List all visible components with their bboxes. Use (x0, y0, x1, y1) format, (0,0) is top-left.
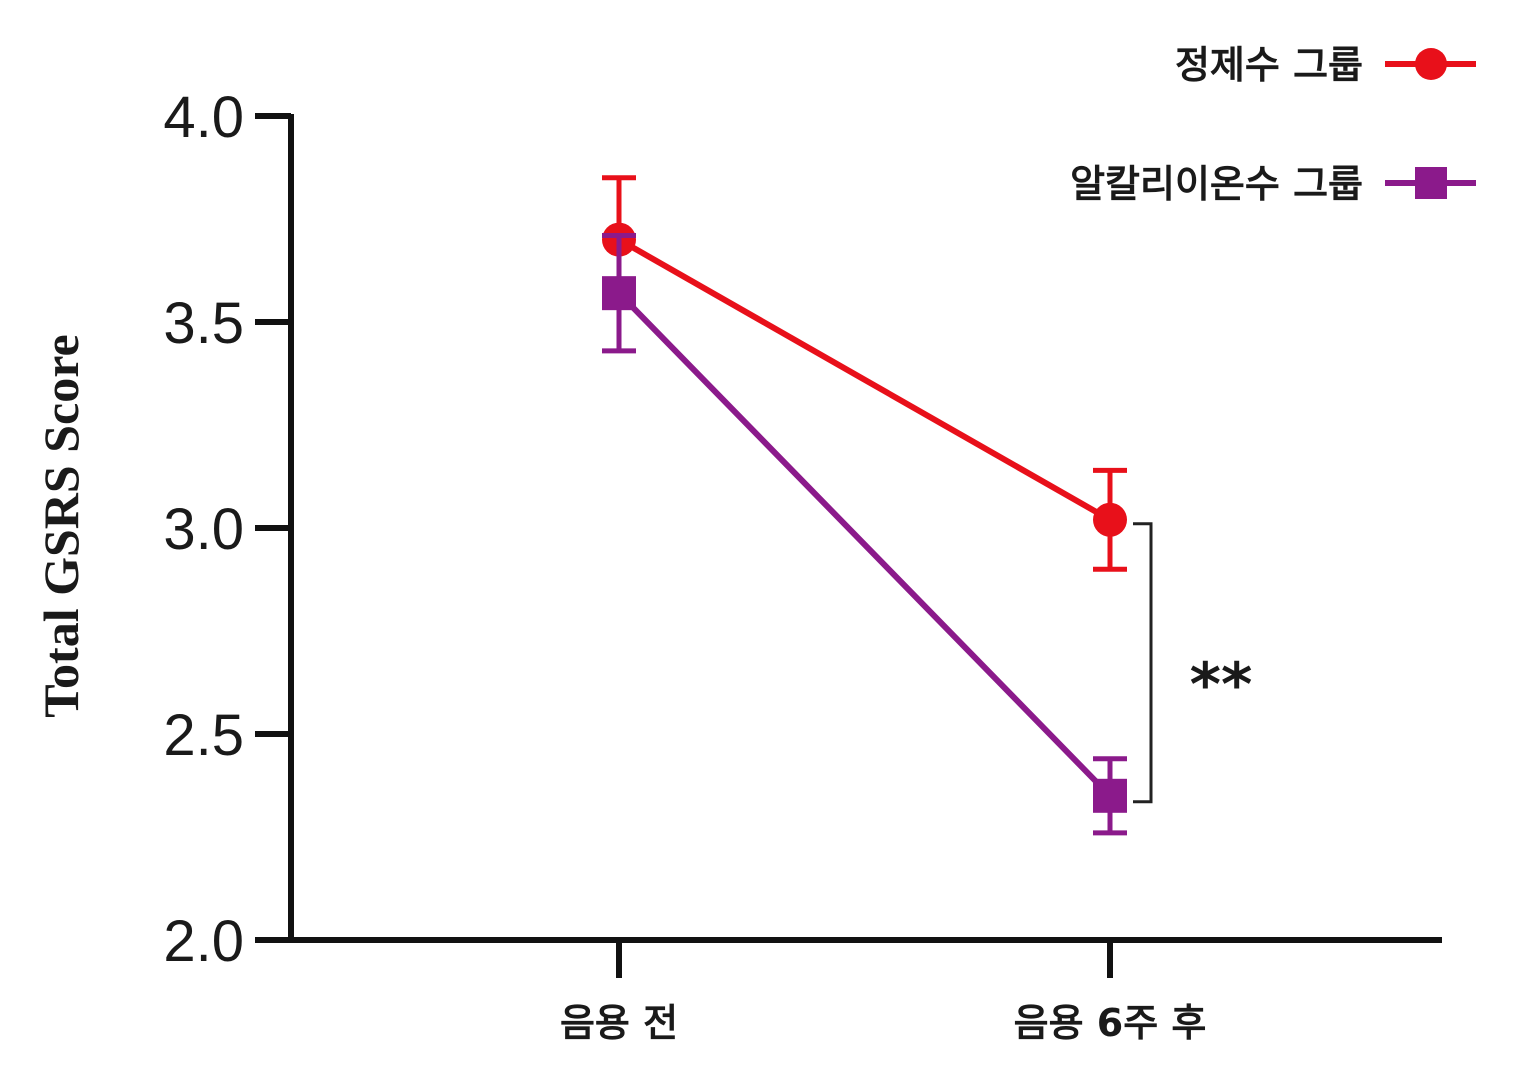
legend-label: 알칼리이온수 그룹 (1070, 162, 1363, 206)
series-1 (602, 175, 1127, 572)
series-line (617, 236, 1112, 523)
series-2 (602, 232, 1127, 836)
series-line (616, 291, 1113, 798)
data-point (602, 276, 636, 311)
series-layer (602, 175, 1127, 836)
data-point (1093, 502, 1127, 537)
legend-label: 정제수 그룹 (1175, 43, 1363, 87)
x-category-label: 음용 6주 후 (1014, 1001, 1207, 1045)
significance-bracket (1133, 522, 1153, 804)
significance-annotation: ** (1133, 522, 1253, 804)
y-axis-label: Total GSRS Score (33, 334, 89, 717)
y-tick-label: 4.0 (163, 85, 244, 150)
significance-stars: ** (1190, 650, 1253, 720)
data-point (1093, 778, 1127, 813)
y-tick-label: 2.5 (163, 703, 244, 768)
legend-item-1: 정제수 그룹 (1175, 43, 1476, 87)
x-category-label: 음용 전 (560, 1001, 678, 1045)
y-tick-label: 3.5 (163, 291, 244, 356)
legend-marker (1415, 167, 1447, 199)
legend-marker (1415, 48, 1447, 80)
y-tick-label: 2.0 (163, 909, 244, 974)
legend-item-2: 알칼리이온수 그룹 (1070, 162, 1476, 206)
axes: 2.0 2.5 3.0 3.5 4.0 음용 전 음용 6주 후 (163, 85, 1442, 1045)
y-tick-label: 3.0 (163, 497, 244, 562)
